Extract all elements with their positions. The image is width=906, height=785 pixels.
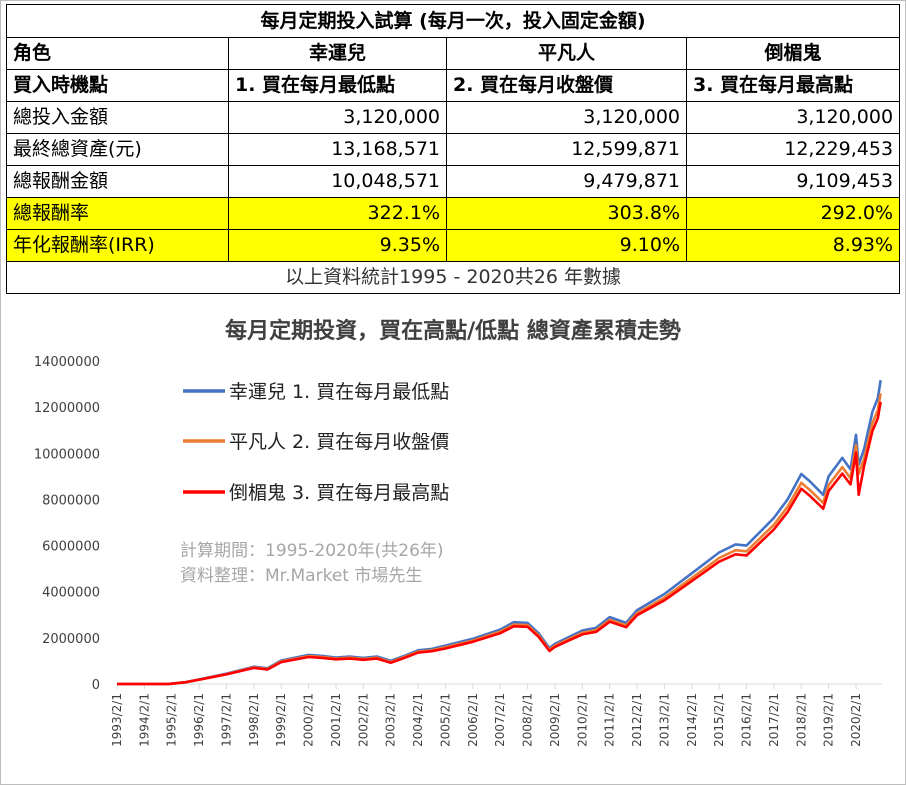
row-label: 年化報酬率(IRR) [6, 229, 229, 262]
y-tick-label: 2000000 [42, 632, 100, 647]
x-tick-label: 2012/2/1 [630, 693, 644, 747]
cell-value: 9,109,453 [685, 165, 901, 198]
role-ordinary: 平凡人 [446, 37, 687, 70]
x-tick-label: 1999/2/1 [274, 693, 288, 747]
cell-value: 13,168,571 [228, 133, 447, 166]
y-tick-label: 12000000 [34, 401, 100, 416]
cell-value: 3,120,000 [446, 101, 687, 134]
x-tick-label: 2017/2/1 [767, 693, 781, 747]
row-label: 最終總資產(元) [6, 133, 229, 166]
cell-value: 3,120,000 [228, 101, 447, 134]
x-tick-label: 2007/2/1 [493, 693, 507, 747]
timing-unlucky: 3. 買在每月最高點 [685, 69, 901, 102]
investment-calc-table: 每月定期投入試算 (每月一次，投入固定金額) 角色 幸運兒 平凡人 倒楣鬼 買入… [5, 4, 901, 294]
y-tick-label: 8000000 [42, 493, 100, 508]
chart-note-period: 計算期間：1995-2020年(共26年) [180, 541, 444, 561]
row-label: 總投入金額 [6, 101, 229, 134]
x-tick-label: 2014/2/1 [685, 693, 699, 747]
x-tick-label: 2010/2/1 [575, 693, 589, 747]
table-title-row: 每月定期投入試算 (每月一次，投入固定金額) [5, 4, 901, 38]
role-unlucky: 倒楣鬼 [685, 37, 901, 70]
legend-label: 平凡人 2. 買在每月收盤價 [229, 431, 449, 453]
table-row: 總報酬金額 10,048,571 9,479,871 9,109,453 [6, 165, 901, 198]
cell-value: 12,229,453 [685, 133, 901, 166]
series-line-3 [117, 401, 882, 686]
table-footer-row: 以上資料統計1995 - 2020共26 年數據 [5, 261, 901, 294]
table-row: 總投入金額 3,120,000 3,120,000 3,120,000 [6, 101, 901, 134]
x-tick-label: 2011/2/1 [603, 693, 617, 747]
table-footer: 以上資料統計1995 - 2020共26 年數據 [5, 261, 901, 294]
x-tick-label: 2002/2/1 [356, 693, 370, 747]
x-tick-label: 2019/2/1 [822, 693, 836, 747]
cell-value: 9.10% [446, 229, 687, 262]
table-row-highlighted: 年化報酬率(IRR) 9.35% 9.10% 8.93% [6, 229, 901, 262]
cell-value: 10,048,571 [228, 165, 447, 198]
x-tick-label: 2004/2/1 [411, 693, 425, 747]
x-tick-label: 2020/2/1 [849, 693, 863, 747]
table-row-highlighted: 總報酬率 322.1% 303.8% 292.0% [6, 197, 901, 230]
cell-value: 9,479,871 [446, 165, 687, 198]
x-tick-label: 1993/2/1 [110, 693, 124, 747]
y-tick-label: 6000000 [42, 540, 100, 555]
x-tick-label: 2005/2/1 [438, 693, 452, 747]
timing-header-label: 買入時機點 [6, 69, 229, 102]
role-lucky: 幸運兒 [228, 37, 447, 70]
x-tick-label: 2009/2/1 [548, 693, 562, 747]
cell-value: 292.0% [685, 197, 901, 230]
x-tick-label: 2016/2/1 [740, 693, 754, 747]
row-label: 總報酬金額 [6, 165, 229, 198]
cell-value: 9.35% [228, 229, 447, 262]
legend-label: 幸運兒 1. 買在每月最低點 [229, 381, 449, 403]
timing-ordinary: 2. 買在每月收盤價 [446, 69, 687, 102]
x-tick-label: 2013/2/1 [657, 693, 671, 747]
x-tick-label: 1997/2/1 [219, 693, 233, 747]
row-label: 總報酬率 [6, 197, 229, 230]
x-tick-label: 2001/2/1 [329, 693, 343, 747]
cell-value: 3,120,000 [685, 101, 901, 134]
x-tick-label: 1995/2/1 [165, 693, 179, 747]
cell-value: 322.1% [228, 197, 447, 230]
timing-lucky: 1. 買在每月最低點 [228, 69, 447, 102]
y-axis: 0 2000000 4000000 6000000 8000000 10000000 120… [34, 355, 100, 693]
chart-title: 每月定期投資，買在高點/低點 總資產累積走勢 [225, 318, 681, 344]
legend-label: 倒楣鬼 3. 買在每月最高點 [229, 482, 449, 504]
y-tick-label: 14000000 [34, 355, 100, 370]
cell-value: 12,599,871 [446, 133, 687, 166]
x-tick-label: 2008/2/1 [521, 693, 535, 747]
y-tick-label: 10000000 [34, 447, 100, 462]
table-row: 最終總資產(元) 13,168,571 12,599,871 12,229,45… [6, 133, 901, 166]
role-header-row: 角色 幸運兒 平凡人 倒楣鬼 [6, 37, 901, 70]
asset-accumulation-chart: 每月定期投資，買在高點/低點 總資產累積走勢 0 2000000 4000000 60… [34, 318, 882, 747]
cell-value: 303.8% [446, 197, 687, 230]
table-title: 每月定期投入試算 (每月一次，投入固定金額) [5, 4, 901, 38]
chart-note-source: 資料整理：Mr.Market 市場先生 [180, 566, 422, 586]
x-tick-label: 2003/2/1 [384, 693, 398, 747]
cell-value: 8.93% [685, 229, 901, 262]
role-header-label: 角色 [6, 37, 229, 70]
x-tick-label: 2018/2/1 [794, 693, 808, 747]
y-tick-label: 4000000 [42, 586, 100, 601]
x-tick-label: 2000/2/1 [302, 693, 316, 747]
timing-header-row: 買入時機點 1. 買在每月最低點 2. 買在每月收盤價 3. 買在每月最高點 [6, 69, 901, 102]
x-tick-label: 1998/2/1 [247, 693, 261, 747]
x-tick-label: 2015/2/1 [712, 693, 726, 747]
x-tick-label: 2006/2/1 [466, 693, 480, 747]
series-layer [117, 380, 882, 686]
x-tick-label: 1994/2/1 [137, 693, 151, 747]
x-axis: 1993/2/1 1994/2/1 1995/2/1 1996/2/1 1997/2/1… [110, 683, 882, 747]
y-tick-label: 0 [92, 678, 100, 693]
x-tick-label: 1996/2/1 [192, 693, 206, 747]
